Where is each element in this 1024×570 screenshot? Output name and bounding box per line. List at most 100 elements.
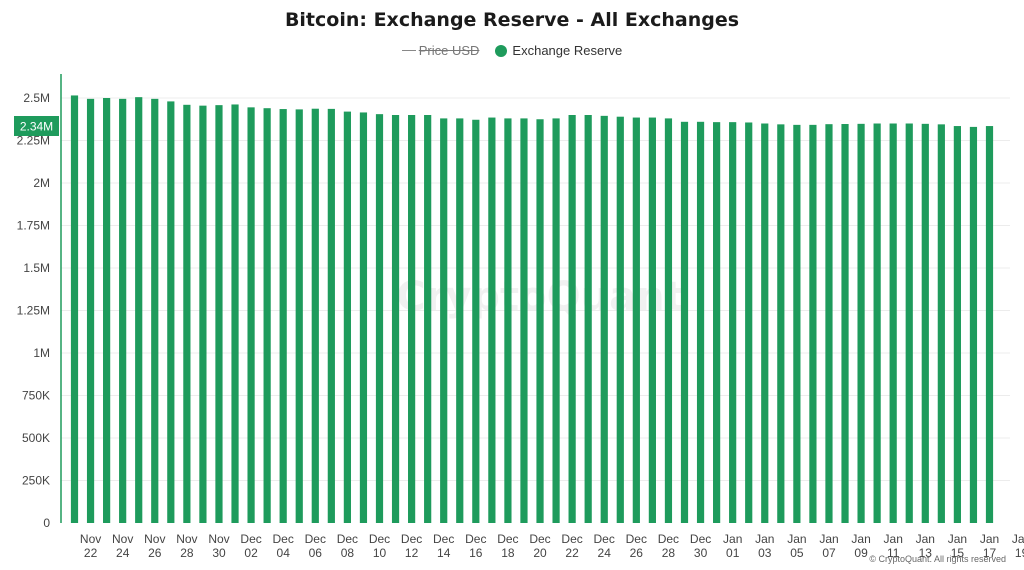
bar[interactable] xyxy=(729,122,737,523)
x-tick-label: 04 xyxy=(277,546,291,560)
x-tick-label: 20 xyxy=(533,546,547,560)
bar[interactable] xyxy=(119,98,127,523)
bar[interactable] xyxy=(520,118,528,524)
x-tick-label: Jan xyxy=(980,532,999,546)
x-tick-label: 08 xyxy=(341,546,355,560)
bar[interactable] xyxy=(664,118,673,524)
x-tick-label: Dec xyxy=(626,532,647,546)
bar[interactable] xyxy=(472,119,480,523)
bar[interactable] xyxy=(632,117,640,524)
bar[interactable] xyxy=(841,124,849,523)
bar[interactable] xyxy=(937,124,945,523)
bar[interactable] xyxy=(969,126,978,524)
bar[interactable] xyxy=(263,108,271,523)
bar[interactable] xyxy=(199,105,207,524)
x-tick-label: 19 xyxy=(1015,546,1024,560)
bar[interactable] xyxy=(857,123,865,523)
y-tick-label: 1.5M xyxy=(23,261,50,275)
y-tick-label: 1M xyxy=(33,346,50,360)
bar[interactable] xyxy=(713,122,721,523)
x-tick-label: 11 xyxy=(887,546,900,560)
bar[interactable] xyxy=(889,123,897,524)
y-tick-label: 0 xyxy=(43,516,50,530)
bar[interactable] xyxy=(391,115,400,523)
bar[interactable] xyxy=(745,122,753,523)
x-tick-label: Jan xyxy=(916,532,935,546)
x-tick-label: 03 xyxy=(758,546,772,560)
bar[interactable] xyxy=(809,124,817,524)
bar[interactable] xyxy=(648,117,656,524)
x-tick-label: Dec xyxy=(305,532,326,546)
x-tick-label: 28 xyxy=(180,546,194,560)
x-tick-label: 09 xyxy=(854,546,868,560)
x-tick-label: 30 xyxy=(212,546,226,560)
x-tick-label: 24 xyxy=(598,546,612,560)
bar[interactable] xyxy=(568,115,576,523)
x-tick-label: Dec xyxy=(273,532,294,546)
bar[interactable] xyxy=(905,123,913,524)
x-tick-label: 15 xyxy=(951,546,965,560)
bar[interactable] xyxy=(456,118,464,524)
bar[interactable] xyxy=(327,108,335,523)
bar[interactable] xyxy=(985,126,994,524)
bar[interactable] xyxy=(696,121,705,524)
bar[interactable] xyxy=(167,101,175,524)
bar[interactable] xyxy=(359,112,368,523)
x-tick-label: Dec xyxy=(529,532,550,546)
bar[interactable] xyxy=(504,118,512,524)
bar[interactable] xyxy=(793,124,801,524)
chart-legend: Price USD Exchange Reserve xyxy=(0,43,1024,58)
x-tick-label: 26 xyxy=(148,546,162,560)
bar[interactable] xyxy=(183,104,191,524)
bar[interactable] xyxy=(151,98,159,523)
bar[interactable] xyxy=(953,126,961,524)
bar[interactable] xyxy=(295,109,303,523)
x-tick-label: Dec xyxy=(497,532,518,546)
bar[interactable] xyxy=(440,118,448,524)
bar[interactable] xyxy=(215,105,223,523)
legend-item-reserve[interactable]: Exchange Reserve xyxy=(495,43,622,58)
bar[interactable] xyxy=(600,115,608,523)
bar[interactable] xyxy=(375,114,384,524)
bar[interactable] xyxy=(825,124,833,524)
bar[interactable] xyxy=(343,111,351,523)
bars-group xyxy=(70,95,994,524)
x-tick-label: 24 xyxy=(116,546,130,560)
bar[interactable] xyxy=(488,117,496,524)
bar[interactable] xyxy=(408,115,416,523)
price-line-icon xyxy=(401,50,416,51)
bar[interactable] xyxy=(135,97,143,524)
bar[interactable] xyxy=(86,98,95,523)
bar[interactable] xyxy=(777,124,785,523)
bar[interactable] xyxy=(70,95,79,523)
y-axis-ticks: 0 250K 500K 750K 1M 1.25M 1.5M 1.75M 2M 2.25M 2.5M xyxy=(17,91,51,530)
bar[interactable] xyxy=(536,119,544,523)
x-tick-label: Jan xyxy=(723,532,742,546)
bar[interactable] xyxy=(921,123,929,523)
bar[interactable] xyxy=(103,98,111,523)
x-tick-label: 14 xyxy=(437,546,451,560)
x-tick-label: Dec xyxy=(337,532,358,546)
x-tick-label: Dec xyxy=(465,532,486,546)
bar[interactable] xyxy=(616,116,624,523)
x-tick-label: Jan xyxy=(755,532,774,546)
x-tick-label: Jan xyxy=(787,532,806,546)
y-tick-label: 750K xyxy=(22,389,50,403)
bar[interactable] xyxy=(231,104,239,524)
y-tick-label: 1.75M xyxy=(17,219,50,233)
bar[interactable] xyxy=(584,115,592,523)
bar[interactable] xyxy=(680,121,689,524)
chart-title: Bitcoin: Exchange Reserve - All Exchange… xyxy=(284,9,740,31)
bar[interactable] xyxy=(761,123,769,524)
legend-item-price[interactable]: Price USD xyxy=(401,43,479,58)
bar[interactable] xyxy=(424,115,432,523)
y-tick-label: 2M xyxy=(33,176,50,190)
bar[interactable] xyxy=(311,108,319,524)
x-tick-label: 10 xyxy=(373,546,387,560)
bar[interactable] xyxy=(279,109,287,524)
x-tick-label: Nov xyxy=(80,532,101,546)
bar[interactable] xyxy=(552,118,560,524)
bar[interactable] xyxy=(873,123,881,524)
bar[interactable] xyxy=(247,107,255,523)
